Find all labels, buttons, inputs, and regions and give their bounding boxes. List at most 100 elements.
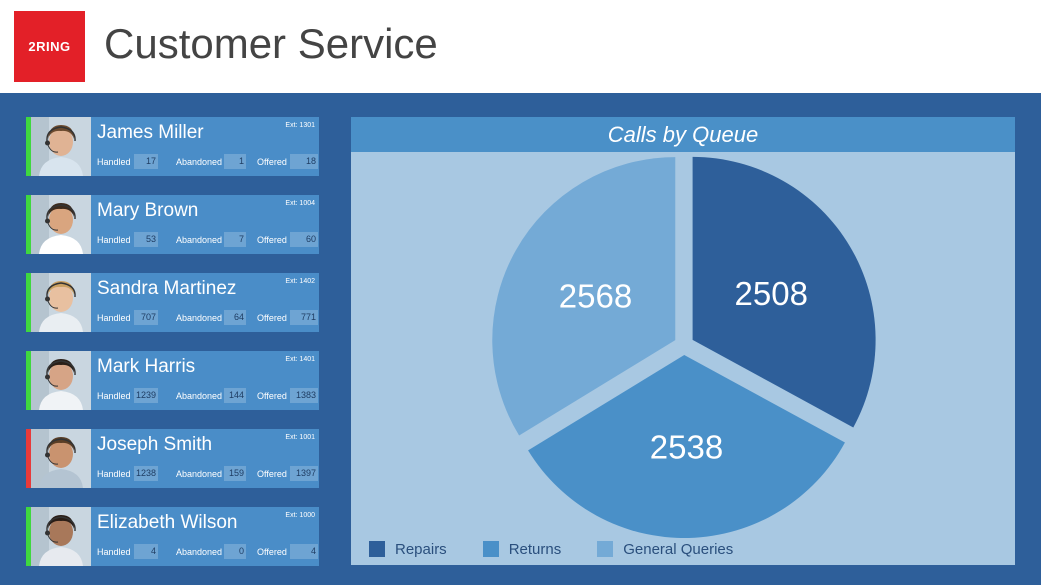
handled-value: 1239 [134,388,158,403]
agent-card-body: Mary Brown Ext: 1004 Handled 53 Abandone… [91,195,319,254]
calls-by-queue-panel: 2508 2538 2568 Calls by Queue Repairs Retur… [351,117,1015,565]
agent-card-body: Joseph Smith Ext: 1001 Handled 1238 Aban… [91,429,319,488]
handled-value: 1238 [134,466,158,481]
handled-label: Handled [97,547,131,557]
agent-extension: Ext: 1301 [285,122,315,129]
offered-value: 1383 [290,388,318,403]
abandoned-value: 1 [224,154,246,169]
agent-card-body: Sandra Martinez Ext: 1402 Handled 707 Ab… [91,273,319,332]
offered-label: Offered [257,547,287,557]
pie-slice-value-label: 2538 [650,428,723,465]
abandoned-label: Abandoned [176,235,223,245]
abandoned-value: 159 [224,466,246,481]
agent-name: Elizabeth Wilson [97,512,238,533]
chart-title-bar: Calls by Queue [351,117,1015,152]
pie-slice-value-label: 2508 [735,275,808,312]
agent-status-indicator [26,195,31,254]
agent-stats: Handled 707 Abandoned 64 Offered 771 [97,310,318,326]
pie-slice-value-label: 2568 [559,277,632,314]
abandoned-label: Abandoned [176,157,223,167]
agent-stats: Handled 17 Abandoned 1 Offered 18 [97,154,318,170]
handled-value: 17 [134,154,158,169]
pie-slice-repairs[interactable] [692,156,876,428]
handled-label: Handled [97,235,131,245]
legend-swatch [482,541,499,557]
page-title: Customer Service [104,20,438,67]
agent-extension: Ext: 1401 [285,356,315,363]
offered-label: Offered [257,157,287,167]
handled-value: 707 [134,310,158,325]
abandoned-value: 144 [224,388,246,403]
agent-avatar [31,507,91,566]
abandoned-value: 64 [224,310,246,325]
agent-avatar [31,273,91,332]
handled-value: 53 [134,232,158,247]
handled-label: Handled [97,391,131,401]
agent-card[interactable]: Sandra Martinez Ext: 1402 Handled 707 Ab… [26,273,319,332]
agent-stats: Handled 53 Abandoned 7 Offered 60 [97,232,318,248]
agent-status-indicator [26,507,31,566]
chart-legend: Repairs Returns General Queries [369,540,769,558]
agent-extension: Ext: 1000 [285,512,315,519]
agent-stats: Handled 1238 Abandoned 159 Offered 1397 [97,466,318,482]
pie-slice-general-queries[interactable] [492,157,676,436]
abandoned-value: 0 [224,544,246,559]
agent-avatar [31,195,91,254]
legend-item: Repairs [369,541,447,558]
agent-extension: Ext: 1402 [285,278,315,285]
abandoned-label: Abandoned [176,469,223,479]
agent-card[interactable]: Mary Brown Ext: 1004 Handled 53 Abandone… [26,195,319,254]
agent-extension: Ext: 1001 [285,434,315,441]
agent-card[interactable]: Joseph Smith Ext: 1001 Handled 1238 Aban… [26,429,319,488]
agent-stats: Handled 1239 Abandoned 144 Offered 1383 [97,388,318,404]
handled-value: 4 [134,544,158,559]
agent-extension: Ext: 1004 [285,200,315,207]
agent-status-indicator [26,429,31,488]
agent-card-body: Mark Harris Ext: 1401 Handled 1239 Aband… [91,351,319,410]
abandoned-value: 7 [224,232,246,247]
agent-avatar [31,429,91,488]
legend-swatch [597,541,614,557]
legend-item: General Queries [597,541,733,558]
handled-label: Handled [97,157,131,167]
agent-avatar [31,351,91,410]
agent-status-indicator [26,351,31,410]
offered-label: Offered [257,391,287,401]
legend-item: Returns [482,540,562,558]
agent-name: Mary Brown [97,200,199,221]
chart-title: Calls by Queue [607,122,759,147]
agent-name: Sandra Martinez [97,278,237,299]
agent-status-indicator [26,273,31,332]
pie-slice-returns[interactable] [528,354,845,538]
offered-value: 4 [290,544,318,559]
offered-label: Offered [257,469,287,479]
offered-value: 1397 [290,466,318,481]
offered-label: Offered [257,235,287,245]
agent-status-indicator [26,117,31,176]
abandoned-label: Abandoned [176,391,223,401]
handled-label: Handled [97,313,131,323]
offered-value: 60 [290,232,318,247]
agent-card-body: Elizabeth Wilson Ext: 1000 Handled 4 Aba… [91,507,319,566]
agent-name: James Miller [97,122,204,143]
agent-card[interactable]: Elizabeth Wilson Ext: 1000 Handled 4 Aba… [26,507,319,566]
agent-card[interactable]: Mark Harris Ext: 1401 Handled 1239 Aband… [26,351,319,410]
offered-value: 771 [290,310,318,325]
legend-label: Repairs [395,540,447,558]
agent-card[interactable]: James Miller Ext: 1301 Handled 17 Abando… [26,117,319,176]
pie-chart: 2508 2538 2568 [492,156,876,538]
legend-swatch [369,541,385,557]
legend-label: Returns [508,540,562,558]
abandoned-label: Abandoned [176,313,223,323]
agent-stats: Handled 4 Abandoned 0 Offered 4 [97,544,318,560]
agent-avatar [31,117,91,176]
agent-name: Mark Harris [97,356,196,377]
header: 2RING Customer Service [0,0,1041,93]
agent-card-body: James Miller Ext: 1301 Handled 17 Abando… [91,117,319,176]
offered-label: Offered [257,313,287,323]
handled-label: Handled [97,469,131,479]
brand-logo: 2RING [14,11,85,82]
agent-name: Joseph Smith [97,434,213,455]
offered-value: 18 [290,154,318,169]
legend-label: General Queries [623,540,734,558]
